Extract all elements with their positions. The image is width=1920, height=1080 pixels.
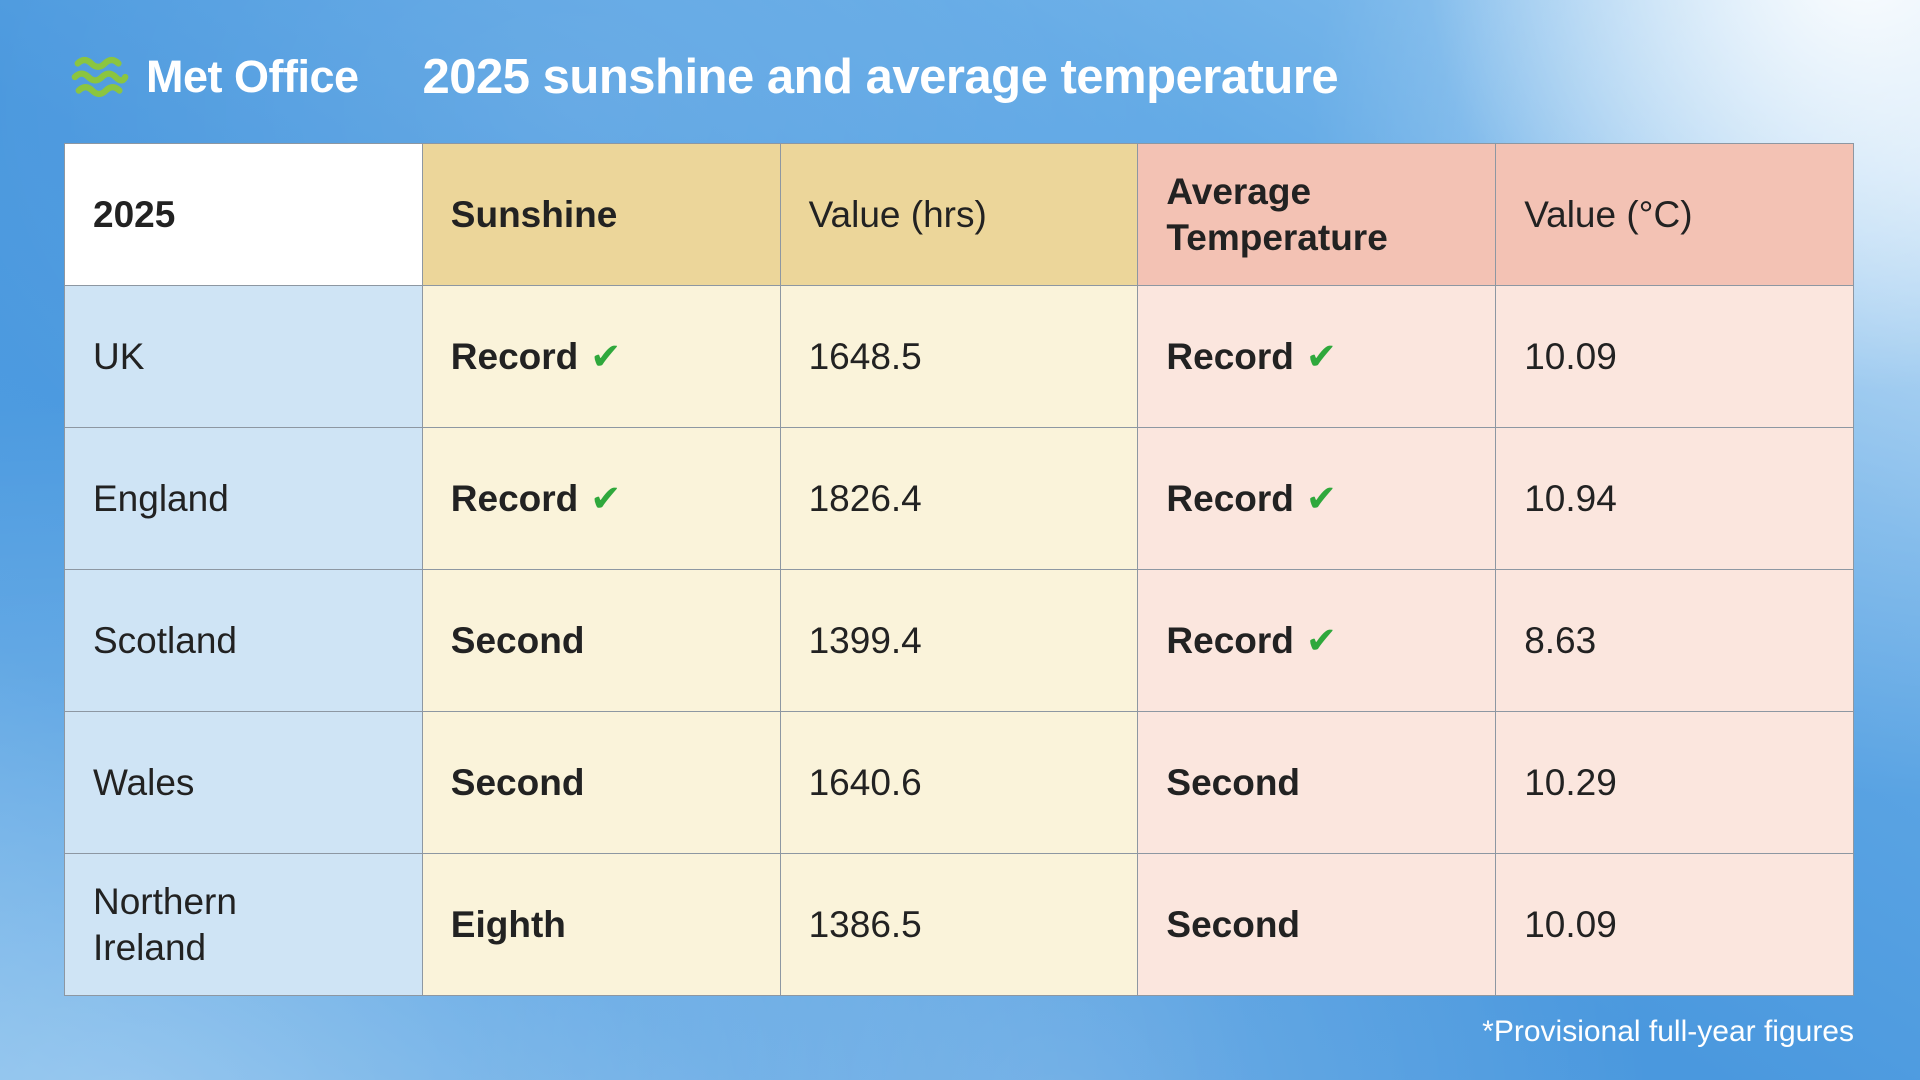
check-icon: ✔ bbox=[1305, 335, 1337, 377]
temperature-value-cell: 10.94 bbox=[1496, 428, 1853, 569]
rank-label: Record bbox=[450, 477, 579, 519]
data-table: 2025 Sunshine Value (hrs) Average Temper… bbox=[64, 143, 1854, 996]
check-icon: ✔ bbox=[1305, 619, 1337, 661]
temperature-value-cell: 8.63 bbox=[1496, 570, 1853, 711]
sunshine-rank-cell: Second bbox=[422, 570, 780, 711]
sunshine-value-cell: 1826.4 bbox=[780, 428, 1138, 569]
brand-name: Met Office bbox=[146, 51, 359, 102]
region-cell: Wales bbox=[65, 712, 422, 853]
temperature-rank-cell: Second bbox=[1138, 712, 1496, 853]
page-title: 2025 sunshine and average temperature bbox=[422, 50, 1339, 104]
rank-label: Record bbox=[1166, 335, 1294, 377]
temperature-value-cell: 10.29 bbox=[1496, 712, 1853, 853]
sunshine-rank-cell: Eighth bbox=[422, 854, 780, 995]
sunshine-value-cell: 1399.4 bbox=[780, 570, 1138, 711]
region-cell: England bbox=[65, 428, 422, 569]
sunshine-value-cell: 1640.6 bbox=[780, 712, 1138, 853]
region-cell: UK bbox=[65, 286, 422, 427]
rank-label: Record bbox=[1166, 619, 1294, 661]
check-icon: ✔ bbox=[590, 477, 622, 519]
rank-label: Second bbox=[1166, 903, 1301, 945]
header-year: 2025 bbox=[65, 144, 422, 285]
rank-label: Second bbox=[1166, 761, 1301, 803]
temperature-value-cell: 10.09 bbox=[1496, 854, 1853, 995]
check-icon: ✔ bbox=[590, 335, 622, 377]
sunshine-rank-cell: Second bbox=[422, 712, 780, 853]
provisional-footnote: *Provisional full-year figures bbox=[1482, 1015, 1854, 1048]
rank-label: Eighth bbox=[450, 903, 566, 945]
temperature-rank-cell: Record ✔ bbox=[1138, 428, 1496, 569]
temperature-rank-cell: Record ✔ bbox=[1138, 570, 1496, 711]
rank-label: Second bbox=[450, 761, 585, 803]
temperature-value-cell: 10.09 bbox=[1496, 286, 1853, 427]
header-bar: Met Office 2025 sunshine and average tem… bbox=[70, 42, 1339, 112]
rank-label: Second bbox=[450, 619, 585, 661]
region-cell: Northern Ireland bbox=[65, 854, 422, 995]
sunshine-value-cell: 1386.5 bbox=[780, 854, 1138, 995]
sunshine-value-cell: 1648.5 bbox=[780, 286, 1138, 427]
check-icon: ✔ bbox=[1305, 477, 1337, 519]
met-office-waves-icon bbox=[71, 56, 129, 98]
sunshine-rank-cell: Record ✔ bbox=[422, 428, 780, 569]
sunshine-rank-cell: Record ✔ bbox=[422, 286, 780, 427]
header-sunshine-value: Value (hrs) bbox=[780, 144, 1138, 285]
header-sunshine: Sunshine bbox=[422, 144, 780, 285]
header-temperature: Average Temperature bbox=[1138, 144, 1496, 285]
region-cell: Scotland bbox=[65, 570, 422, 711]
temperature-rank-cell: Record ✔ bbox=[1138, 286, 1496, 427]
rank-label: Record bbox=[1166, 477, 1294, 519]
rank-label: Record bbox=[450, 335, 579, 377]
temperature-rank-cell: Second bbox=[1138, 854, 1496, 995]
header-temperature-value: Value (°C) bbox=[1496, 144, 1853, 285]
